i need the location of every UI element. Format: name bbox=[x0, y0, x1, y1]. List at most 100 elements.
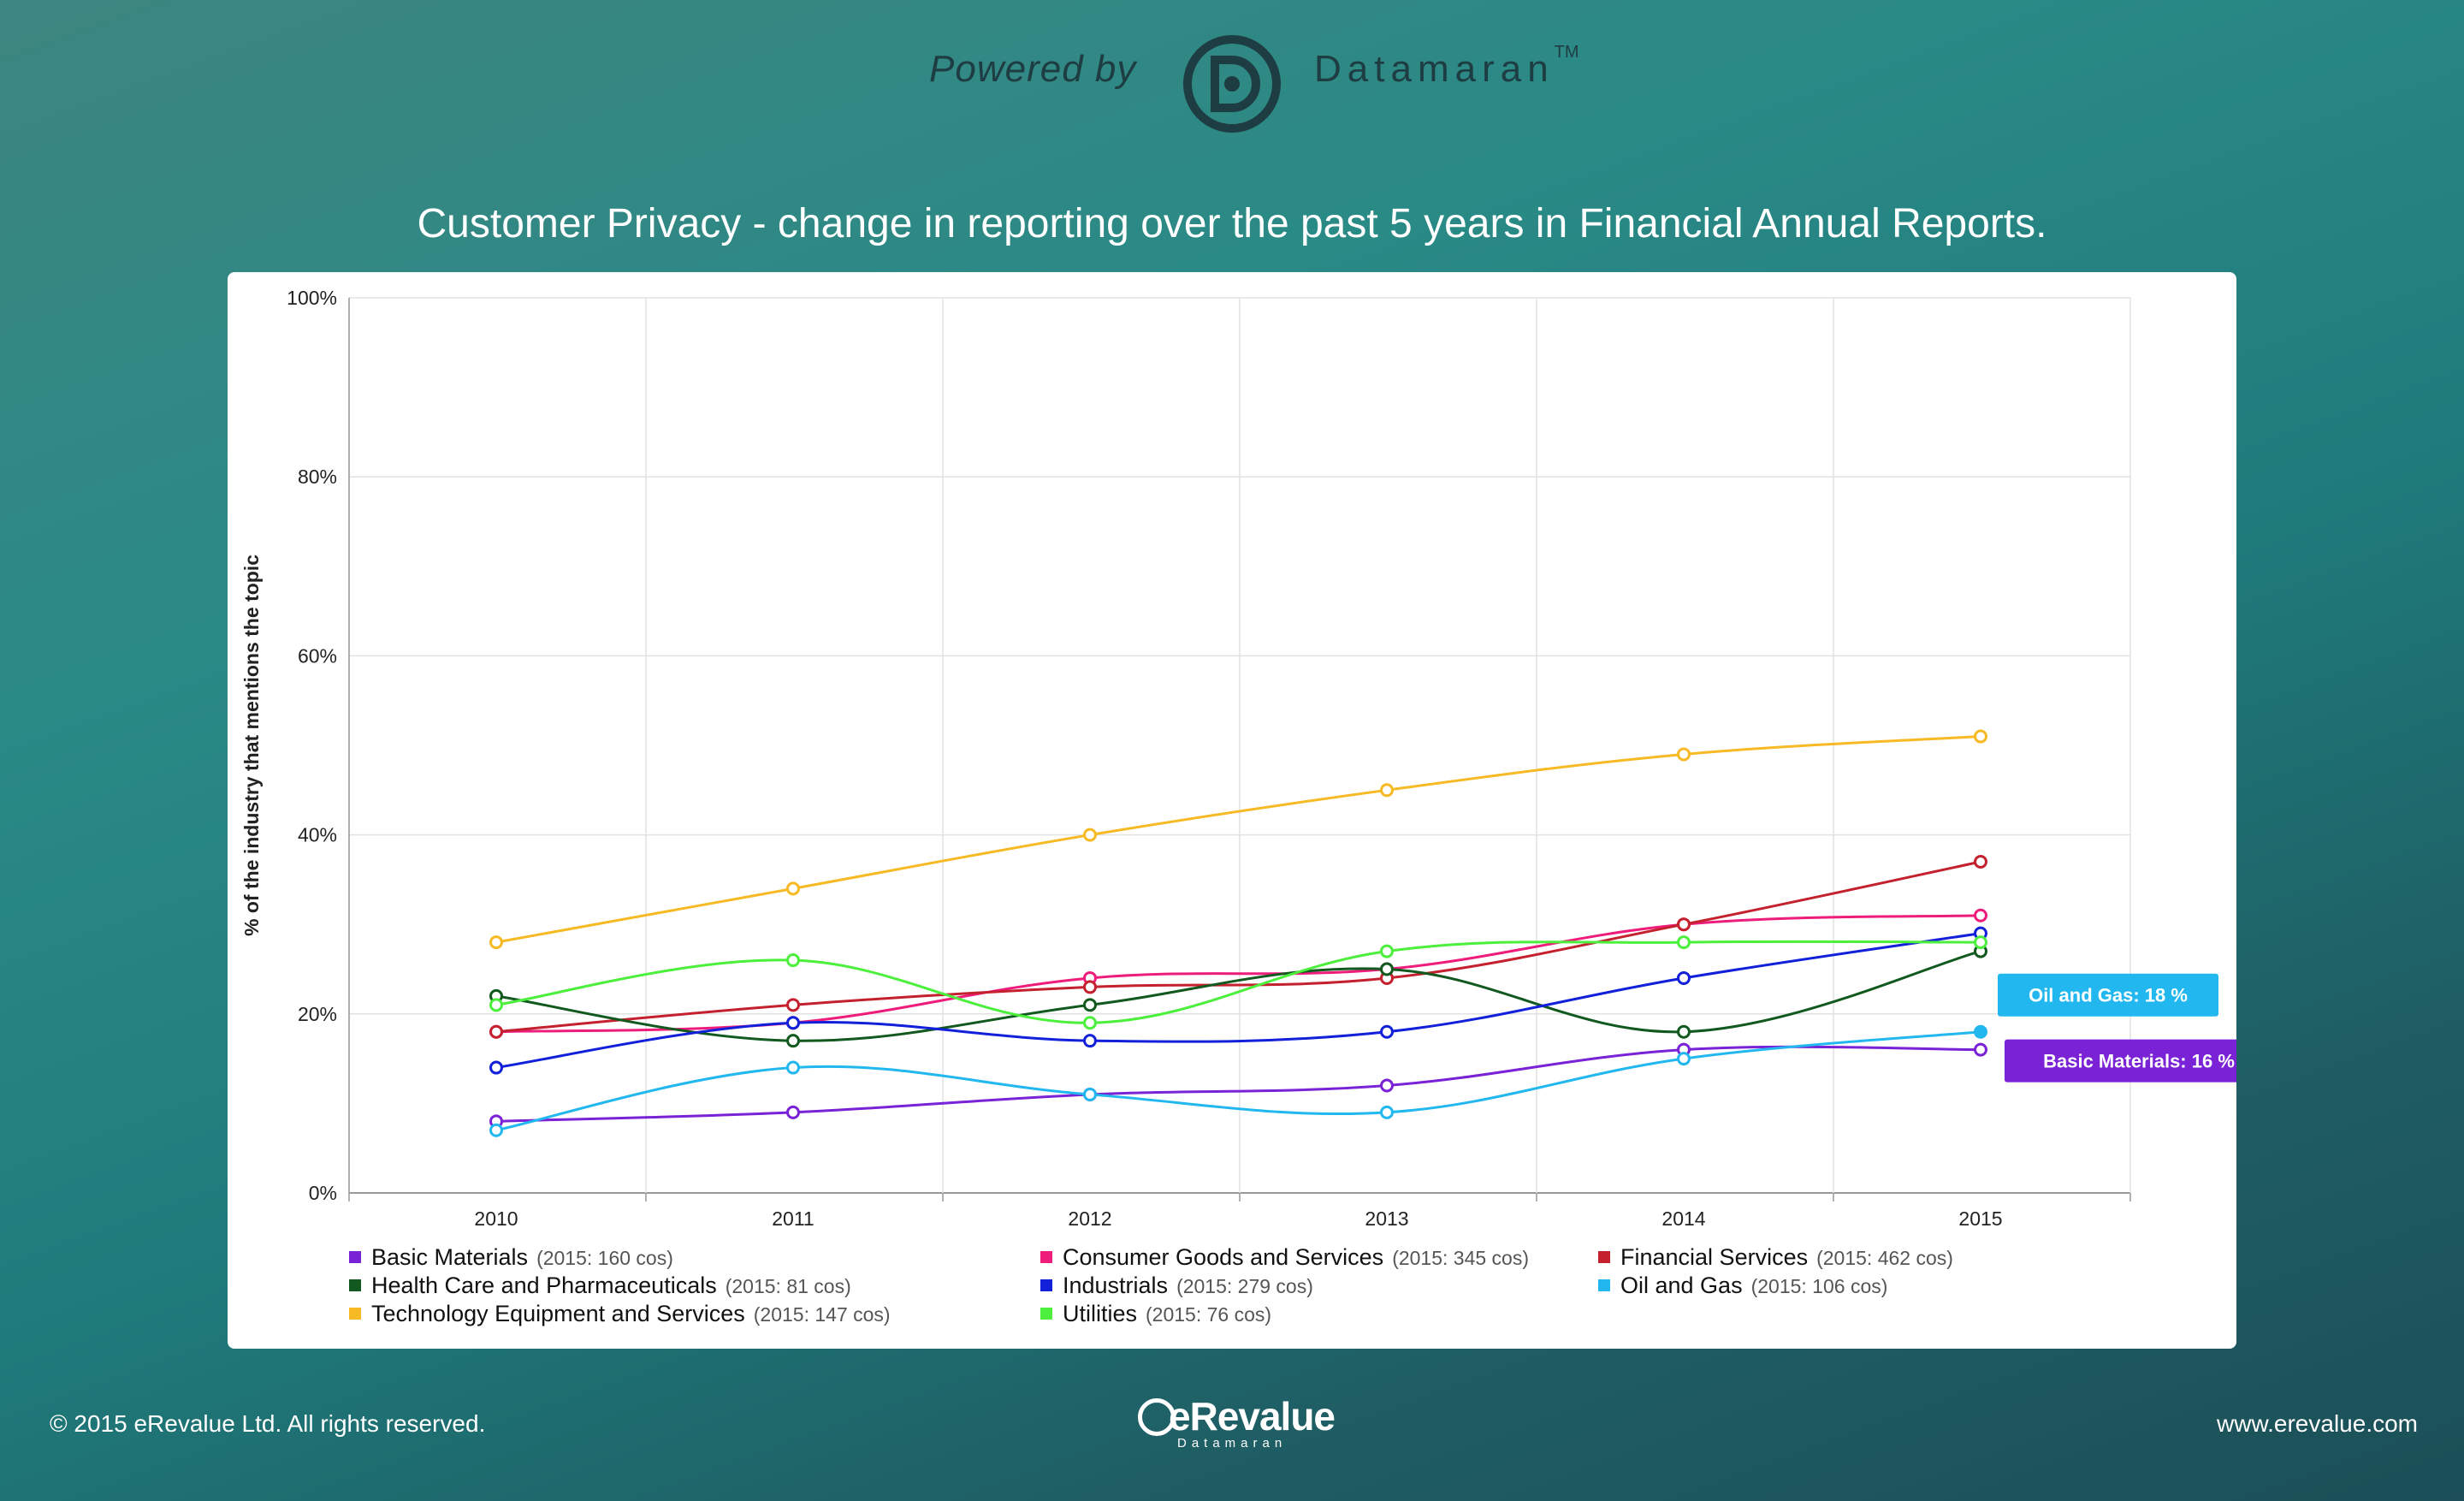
legend-item[interactable]: Utilities (2015: 76 cos) bbox=[1040, 1301, 1271, 1327]
highlight-point bbox=[1975, 1025, 1987, 1038]
data-point bbox=[1380, 783, 1394, 798]
x-tick-label: 2014 bbox=[1661, 1207, 1705, 1230]
datamaran-brand: DatamaranTM bbox=[1314, 43, 1579, 91]
data-point bbox=[1677, 917, 1691, 932]
series-line-2 bbox=[495, 860, 1981, 1034]
data-point bbox=[1974, 908, 1987, 923]
annotation-label: Oil and Gas: 18 % bbox=[2029, 985, 2188, 1006]
data-point bbox=[489, 1024, 503, 1039]
legend-note: (2015: 106 cos) bbox=[1750, 1275, 1888, 1297]
data-point bbox=[786, 953, 800, 968]
website-link[interactable]: www.erevalue.com bbox=[2217, 1410, 2418, 1437]
data-point bbox=[1083, 1034, 1097, 1048]
erevalue-logo-text: eRevalue bbox=[1169, 1394, 1336, 1439]
trademark: TM bbox=[1554, 43, 1579, 62]
legend-note: (2015: 76 cos) bbox=[1146, 1303, 1272, 1326]
annotation-label: Basic Materials: 16 % bbox=[2043, 1051, 2235, 1072]
legend-label: Technology Equipment and Services bbox=[371, 1301, 745, 1326]
data-point bbox=[489, 998, 503, 1012]
chart-panel: 0% 20% 40% 60% 80% 100% 2010 2011 2012 2013 2014 20… bbox=[228, 272, 2236, 1349]
erevalue-logo-subtext: Datamaran bbox=[1177, 1436, 1288, 1451]
y-tick-label: 0% bbox=[309, 1182, 337, 1204]
legend-label: Utilities bbox=[1063, 1301, 1138, 1326]
legend-label: Consumer Goods and Services bbox=[1063, 1244, 1384, 1270]
y-tick-label: 40% bbox=[298, 824, 337, 846]
y-tick-label: 20% bbox=[298, 1003, 337, 1025]
data-point bbox=[1380, 944, 1394, 958]
legend-item[interactable]: Consumer Goods and Services (2015: 345 co… bbox=[1040, 1244, 1529, 1271]
legend-swatch bbox=[1040, 1279, 1052, 1291]
legend-swatch bbox=[1040, 1251, 1052, 1263]
data-point bbox=[1677, 935, 1691, 950]
legend-note: (2015: 462 cos) bbox=[1816, 1247, 1953, 1269]
data-point bbox=[489, 935, 503, 950]
annotation-box bbox=[2005, 1039, 2236, 1083]
y-tick-label: 80% bbox=[298, 466, 337, 488]
data-point bbox=[1974, 729, 1987, 744]
series-line-7 bbox=[495, 940, 1981, 1024]
data-point bbox=[489, 1123, 503, 1137]
legend-item[interactable]: Health Care and Pharmaceuticals (2015: 81… bbox=[349, 1273, 851, 1299]
series-line-6 bbox=[495, 735, 1981, 944]
data-point bbox=[1677, 1024, 1691, 1039]
brand-name: Datamaran bbox=[1314, 48, 1555, 90]
x-tick-label: 2010 bbox=[474, 1207, 518, 1230]
x-tick-label: 2015 bbox=[1958, 1207, 2002, 1230]
chart-title: Customer Privacy - change in reporting o… bbox=[417, 201, 2047, 246]
legend-swatch bbox=[349, 1251, 361, 1263]
legend-label: Oil and Gas bbox=[1620, 1273, 1743, 1298]
copyright: © 2015 eRevalue Ltd. All rights reserved… bbox=[50, 1410, 486, 1437]
legend-note: (2015: 279 cos) bbox=[1176, 1275, 1313, 1297]
annotation-box bbox=[1998, 973, 2218, 1017]
data-point bbox=[1083, 998, 1097, 1012]
data-point bbox=[489, 1060, 503, 1075]
data-point bbox=[1974, 854, 1987, 869]
data-point bbox=[1974, 935, 1987, 950]
data-point bbox=[786, 998, 800, 1012]
series-line-4 bbox=[495, 932, 1981, 1070]
series-line-3 bbox=[495, 950, 1981, 1042]
data-point bbox=[1380, 962, 1394, 976]
y-tick-label: 100% bbox=[287, 287, 337, 309]
legend-label: Industrials bbox=[1063, 1273, 1169, 1298]
data-point bbox=[1974, 1042, 1987, 1057]
erevalue-logo-icon bbox=[1138, 1398, 1176, 1436]
data-point bbox=[1677, 747, 1691, 762]
legend-item[interactable]: Basic Materials (2015: 160 cos) bbox=[349, 1244, 673, 1271]
legend-label: Financial Services bbox=[1620, 1244, 1809, 1270]
y-axis-label: % of the industry that mentions the topi… bbox=[240, 555, 263, 936]
data-point bbox=[1677, 1052, 1691, 1066]
data-point bbox=[1083, 1016, 1097, 1030]
series-line-5 bbox=[495, 1030, 1981, 1132]
data-point bbox=[786, 1105, 800, 1119]
data-point bbox=[1677, 970, 1691, 985]
legend-item[interactable]: Technology Equipment and Services (2015: … bbox=[349, 1301, 891, 1327]
datamaran-logo-icon bbox=[1183, 35, 1281, 133]
legend-note: (2015: 345 cos) bbox=[1392, 1247, 1530, 1269]
legend-label: Health Care and Pharmaceuticals bbox=[371, 1273, 717, 1298]
legend-swatch bbox=[1598, 1279, 1610, 1291]
legend-note: (2015: 81 cos) bbox=[725, 1275, 851, 1297]
line-chart: 0% 20% 40% 60% 80% 100% 2010 2011 2012 2013 2014 20… bbox=[240, 287, 2236, 1230]
legend-note: (2015: 147 cos) bbox=[753, 1303, 891, 1326]
y-tick-label: 60% bbox=[298, 644, 337, 667]
erevalue-logo[interactable]: eRevalue Datamaran bbox=[1138, 1393, 1336, 1453]
data-point bbox=[1083, 980, 1097, 994]
legend-swatch bbox=[349, 1308, 361, 1320]
series-line-0 bbox=[495, 1045, 1981, 1123]
legend-item[interactable]: Oil and Gas (2015: 106 cos) bbox=[1598, 1273, 1887, 1299]
data-point bbox=[1380, 1078, 1394, 1093]
data-point bbox=[786, 1060, 800, 1075]
data-point bbox=[1380, 1024, 1394, 1039]
legend-item[interactable]: Financial Services (2015: 462 cos) bbox=[1598, 1244, 1953, 1271]
data-point bbox=[786, 1034, 800, 1048]
data-point bbox=[1083, 1087, 1097, 1101]
legend-note: (2015: 160 cos) bbox=[536, 1247, 673, 1269]
data-point bbox=[1083, 828, 1097, 842]
legend-swatch bbox=[1598, 1251, 1610, 1263]
x-tick-label: 2011 bbox=[772, 1207, 814, 1230]
legend-swatch bbox=[349, 1279, 361, 1291]
legend-item[interactable]: Industrials (2015: 279 cos) bbox=[1040, 1273, 1313, 1299]
data-point bbox=[1380, 1105, 1394, 1119]
x-tick-label: 2013 bbox=[1365, 1207, 1408, 1230]
